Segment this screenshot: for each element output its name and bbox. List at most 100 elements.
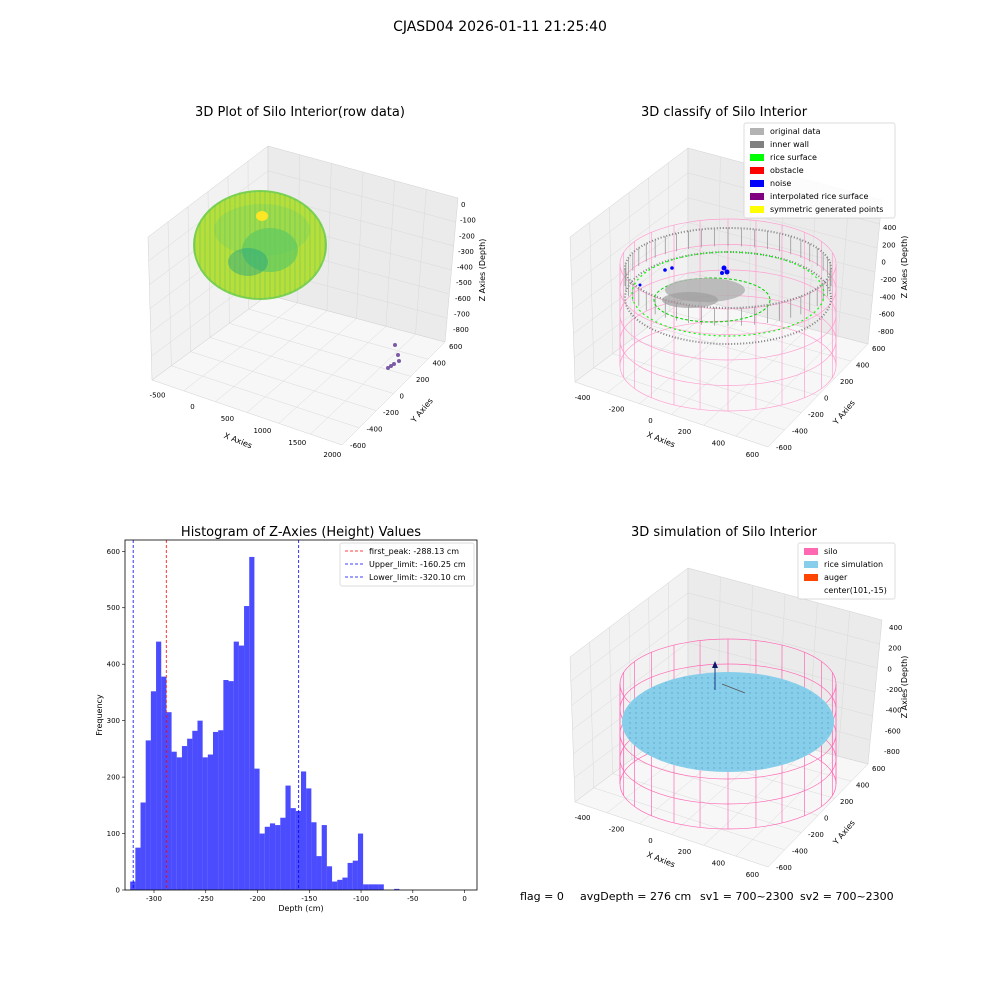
simulation-tick-labels: -400-2000200400600-600-400-2000200400600… [575,624,903,879]
hist-bar [321,825,327,890]
classify-tick-labels: -400-2000200400600-600-400-2000200400600… [575,224,897,459]
classify-legend-swatch [750,141,764,148]
hist-bar [280,817,286,890]
hist-bar [187,738,193,890]
raw-ytick-label: 400 [432,360,445,368]
simulation-xtick-label: -200 [609,825,625,833]
simulation-ytick-label: 0 [824,815,828,823]
raw-xtick-label: 500 [221,415,234,423]
classify-ytick-label: 0 [824,395,828,403]
simulation-xlabel: X Axies [646,850,677,869]
simulation-ytick-label: -400 [792,847,808,855]
raw-ztick-label: -400 [457,264,473,272]
hist-bar [316,856,322,890]
classify-legend-swatch [750,193,764,200]
raw-ztick-label: -500 [456,279,472,287]
simulation-xtick-label: 400 [712,860,725,868]
simulation-zlabel: Z Axies (Depth) [900,656,909,719]
raw-xtick-label: -500 [150,391,166,399]
classify-zlabel: Z Axies (Depth) [900,236,909,299]
raw-ztick-label: -800 [453,326,469,334]
hist-bar [290,808,296,890]
simulation-ztick-label: -800 [884,748,900,756]
hist-xtick-label: -300 [146,895,162,903]
raw-point-cloud [193,190,327,300]
hist-bar [352,860,358,890]
simulation-ztick-label: -200 [887,686,903,694]
hist-bar [218,730,224,890]
simulation-legend-label: silo [824,547,838,556]
hist-bar [130,881,136,890]
figure-title: CJASD04 2026-01-11 21:25:40 [393,19,607,35]
simulation-ytick-label: -600 [776,864,792,872]
classify-title: 3D classify of Silo Interior [641,105,808,120]
raw-ztick-label: -300 [458,248,474,256]
hist-frame [124,539,478,891]
classify-noise-points [638,265,730,287]
hist-bar [192,730,198,890]
simulation-ytick-label: -200 [808,831,824,839]
raw-ytick-label: -400 [367,425,383,433]
classify-legend-label: symmetric generated points [770,205,883,214]
raw-outlier-points [386,343,401,370]
hist-legend: first_peak: -288.13 cm Upper_limit: -160.… [339,542,475,587]
hist-bar [275,825,281,890]
hist-legend-label: Upper_limit: -160.25 cm [369,560,466,569]
hist-bar [150,691,157,890]
classify-xtick-label: 400 [712,440,725,448]
hist-xtick-label: -150 [301,895,317,903]
classify-legend-label: original data [770,127,821,136]
hist-vlines [132,540,300,890]
hist-title: Histogram of Z-Axies (Height) Values [181,525,421,540]
simulation-ztick-label: 0 [887,665,891,673]
simulation-xtick-label: -400 [575,814,591,822]
raw-ztick-label: -100 [460,217,476,225]
classify-xtick-label: -400 [575,394,591,402]
simulation-legend-label: auger [824,573,848,582]
hist-bar [145,740,151,890]
hist-xtick-label: 0 [462,895,466,903]
footer-flag: flag = 0 [520,890,564,903]
simulation-title: 3D simulation of Silo Interior [631,525,818,540]
hist-bar [135,847,141,890]
raw-ytick-label: -200 [383,409,399,417]
hist-bar [156,641,162,890]
classify-ylabel: Y Axies [831,398,857,427]
classify-ytick-label: 400 [856,362,869,370]
classify-legend-swatch [750,206,764,213]
classify-xtick-label: 0 [648,417,652,425]
hist-bar [311,822,317,890]
classify-ytick-label: -400 [792,427,808,435]
raw-ytick-label: 200 [416,376,429,384]
classify-legend-label: interpolated rice surface [770,192,868,201]
simulation-ztick-label: -400 [886,707,902,715]
hist-bar [269,823,276,890]
hist-ytick-label: 0 [116,887,120,895]
classify-legend: original data inner wall rice surface obsta… [743,122,896,219]
simulation-ytick-label: 400 [856,782,869,790]
hist-bar [347,862,353,890]
simulation-ztick-label: 200 [888,645,901,653]
footer-avg-depth: avgDepth = 276 cm [580,890,691,903]
simulation-legend-swatch [804,548,818,555]
hist-bar [394,888,400,890]
classify-ztick-label: 400 [883,224,896,232]
hist-bar [213,731,219,890]
simulation-auger [712,661,746,694]
simulation-legend: silo rice simulation auger center(101,-15) [797,542,896,600]
raw-axes-box [147,145,459,446]
simulation-ztick-label: -600 [885,727,901,735]
hist-bar [326,866,333,890]
hist-ytick-label: 600 [107,548,120,556]
raw-ylabel: Y Axies [409,396,435,425]
simulation-ytick-label: 600 [872,765,885,773]
raw-tick-labels: -5000500100015002000-600-400-20002004006… [150,201,476,459]
hist-bar [244,606,250,890]
hist-bar [301,771,307,890]
simulation-legend-label: center(101,-15) [824,586,887,595]
raw-xtick-label: 1000 [253,427,271,435]
hist-bar [357,833,364,890]
panel-histogram: Histogram of Z-Axies (Height) Values -30… [95,525,478,913]
classify-xtick-label: 200 [678,428,691,436]
